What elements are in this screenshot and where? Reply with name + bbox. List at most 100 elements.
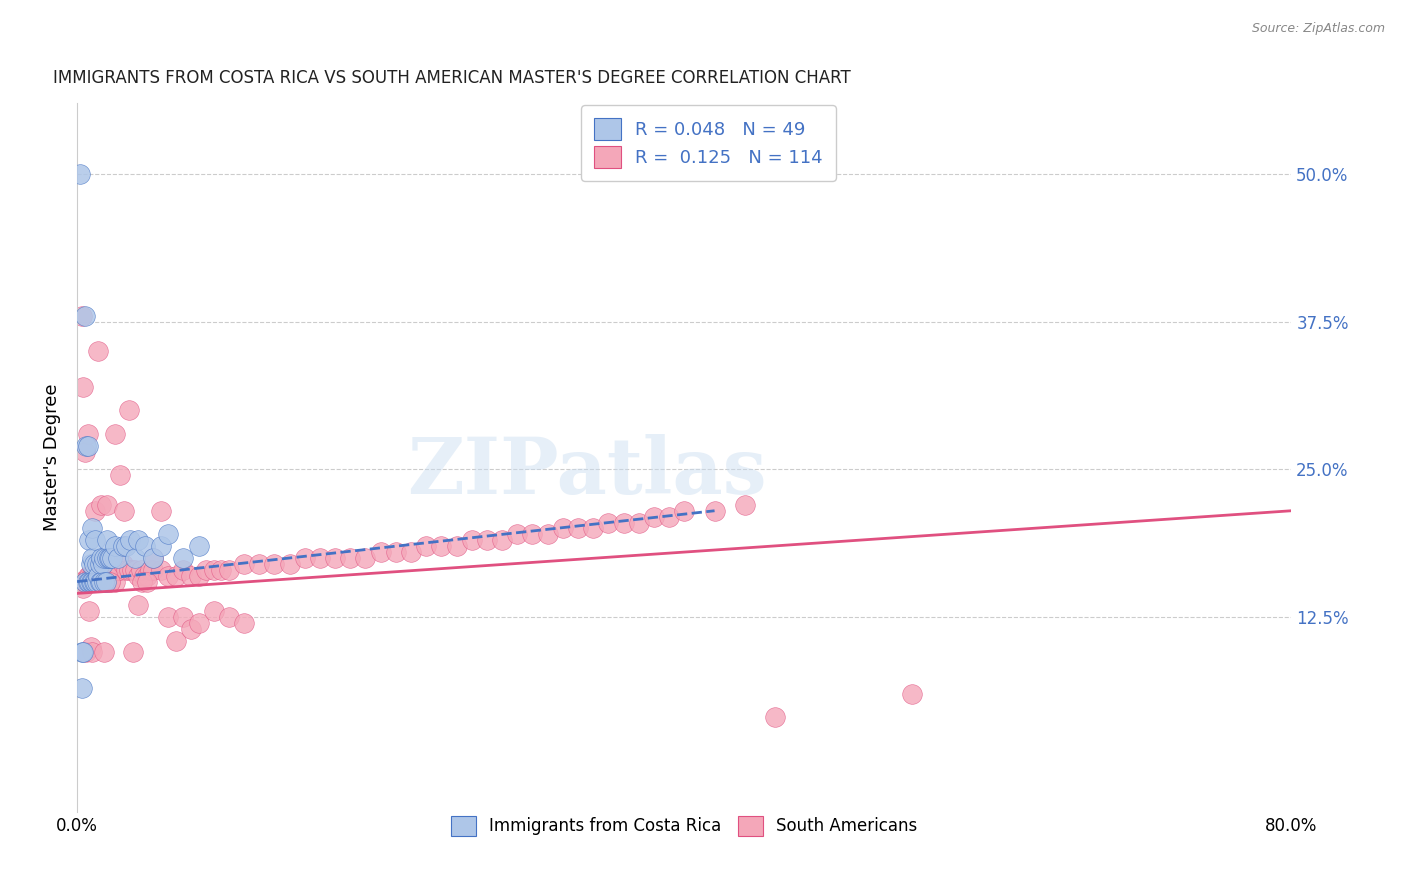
- Point: [187, 615, 209, 630]
- Point: [139, 563, 162, 577]
- Point: [104, 574, 127, 589]
- Point: [112, 504, 135, 518]
- Point: [96, 551, 118, 566]
- Point: [86, 557, 108, 571]
- Point: [98, 568, 121, 582]
- Legend: Immigrants from Costa Rica, South Americans: Immigrants from Costa Rica, South Americ…: [444, 809, 924, 843]
- Point: [763, 710, 786, 724]
- Point: [90, 574, 112, 589]
- Point: [354, 551, 377, 566]
- Point: [157, 610, 180, 624]
- Point: [69, 574, 91, 589]
- Point: [73, 444, 96, 458]
- Point: [83, 563, 105, 577]
- Point: [118, 563, 141, 577]
- Text: IMMIGRANTS FROM COSTA RICA VS SOUTH AMERICAN MASTER'S DEGREE CORRELATION CHART: IMMIGRANTS FROM COSTA RICA VS SOUTH AMER…: [53, 69, 851, 87]
- Point: [446, 539, 468, 553]
- Point: [82, 568, 104, 582]
- Point: [567, 521, 589, 535]
- Point: [77, 533, 100, 548]
- Text: ZIPatlas: ZIPatlas: [408, 434, 766, 510]
- Point: [124, 551, 146, 566]
- Point: [84, 563, 107, 577]
- Point: [127, 599, 149, 613]
- Point: [627, 516, 650, 530]
- Point: [94, 574, 117, 589]
- Point: [87, 563, 110, 577]
- Point: [80, 640, 103, 654]
- Point: [233, 557, 256, 571]
- Point: [278, 557, 301, 571]
- Y-axis label: Master's Degree: Master's Degree: [44, 384, 60, 532]
- Point: [114, 539, 136, 553]
- Point: [901, 687, 924, 701]
- Point: [149, 563, 172, 577]
- Point: [94, 574, 117, 589]
- Point: [339, 551, 361, 566]
- Point: [75, 574, 97, 589]
- Point: [96, 533, 118, 548]
- Point: [187, 539, 209, 553]
- Point: [149, 539, 172, 553]
- Point: [121, 563, 143, 577]
- Point: [172, 551, 194, 566]
- Point: [370, 545, 392, 559]
- Point: [90, 498, 112, 512]
- Point: [157, 527, 180, 541]
- Point: [658, 509, 681, 524]
- Point: [129, 563, 152, 577]
- Point: [165, 568, 187, 582]
- Point: [77, 574, 100, 589]
- Point: [69, 167, 91, 181]
- Point: [84, 504, 107, 518]
- Point: [82, 521, 104, 535]
- Point: [127, 533, 149, 548]
- Point: [385, 545, 408, 559]
- Point: [598, 516, 620, 530]
- Point: [91, 574, 114, 589]
- Point: [172, 610, 194, 624]
- Point: [475, 533, 498, 548]
- Point: [104, 427, 127, 442]
- Point: [643, 509, 665, 524]
- Point: [101, 563, 124, 577]
- Point: [180, 568, 202, 582]
- Point: [77, 568, 100, 582]
- Point: [76, 574, 98, 589]
- Point: [122, 645, 145, 659]
- Point: [83, 557, 105, 571]
- Point: [180, 622, 202, 636]
- Point: [80, 568, 103, 582]
- Point: [294, 551, 316, 566]
- Point: [111, 557, 134, 571]
- Point: [70, 645, 93, 659]
- Point: [149, 504, 172, 518]
- Point: [76, 427, 98, 442]
- Point: [105, 563, 128, 577]
- Point: [77, 604, 100, 618]
- Point: [100, 574, 122, 589]
- Point: [134, 539, 156, 553]
- Point: [96, 498, 118, 512]
- Point: [536, 527, 558, 541]
- Point: [209, 563, 232, 577]
- Point: [323, 551, 346, 566]
- Point: [461, 533, 484, 548]
- Point: [82, 574, 104, 589]
- Point: [72, 380, 94, 394]
- Point: [72, 581, 94, 595]
- Point: [87, 344, 110, 359]
- Point: [132, 568, 155, 582]
- Point: [309, 551, 332, 566]
- Point: [98, 551, 121, 566]
- Point: [187, 568, 209, 582]
- Point: [506, 527, 529, 541]
- Point: [135, 568, 157, 582]
- Point: [89, 574, 111, 589]
- Point: [82, 551, 104, 566]
- Point: [247, 557, 270, 571]
- Point: [80, 574, 103, 589]
- Point: [399, 545, 422, 559]
- Point: [93, 645, 115, 659]
- Point: [135, 574, 157, 589]
